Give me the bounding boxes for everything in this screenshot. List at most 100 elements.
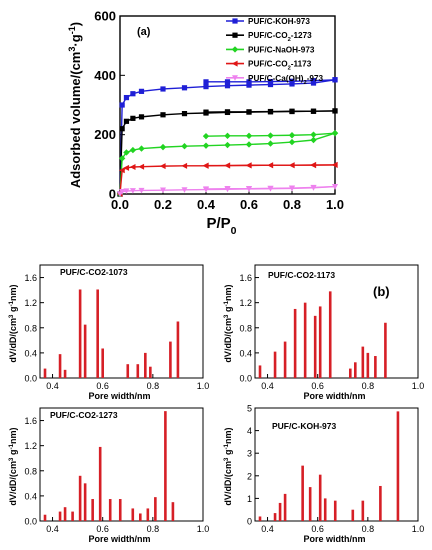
- x-tick-label: 0.6: [311, 524, 324, 534]
- data-point: [310, 136, 317, 144]
- bar: [273, 351, 277, 378]
- series-1: PUF/C-KOH-973: [117, 17, 338, 197]
- data-point: [224, 109, 231, 115]
- bar: [136, 364, 140, 378]
- data-point: [245, 141, 253, 148]
- data-point: [310, 78, 317, 84]
- data-point: [267, 81, 274, 88]
- bar: [318, 306, 322, 378]
- y-tick-label: 1.6: [24, 273, 37, 283]
- bar: [63, 369, 67, 378]
- data-point: [231, 46, 239, 53]
- data-point: [129, 146, 137, 154]
- y-tick-label: 0: [109, 187, 116, 202]
- bar: [91, 499, 94, 521]
- chart-title: PUF/C-KOH-973: [272, 421, 337, 431]
- data-point: [332, 108, 338, 114]
- x-tick-label: 1.0: [326, 197, 344, 212]
- bar: [154, 497, 157, 521]
- series-4: PUF/C-CO2-1173: [116, 60, 338, 197]
- x-tick-label: 1.0: [412, 524, 425, 534]
- bar: [98, 446, 102, 521]
- data-point: [224, 79, 231, 85]
- bar: [144, 352, 147, 378]
- y-tick-label: 1: [247, 494, 252, 504]
- bar: [278, 502, 282, 521]
- data-point: [159, 163, 166, 170]
- data-point: [310, 108, 317, 114]
- data-point: [118, 167, 125, 174]
- y-tick-label: 600: [94, 9, 116, 24]
- bar: [43, 514, 47, 521]
- y-tick-label: 0.8: [24, 466, 37, 476]
- data-point: [246, 186, 252, 192]
- data-point: [224, 162, 231, 169]
- x-tick-label: 0.8: [147, 381, 160, 391]
- data-point: [288, 162, 295, 169]
- y-tick-label: 0: [247, 517, 252, 527]
- data-point: [203, 84, 209, 90]
- bar: [58, 511, 62, 521]
- bar: [328, 291, 332, 378]
- data-point: [203, 109, 209, 115]
- pore-chart-2: 0.0 0.4 0.8 1.2 1.6 0.4 0.6 0.8 1.0 Pore width/nm…: [223, 264, 425, 401]
- bar: [83, 324, 87, 378]
- data-point: [160, 187, 166, 194]
- data-point: [138, 145, 145, 152]
- bar: [361, 500, 365, 521]
- bar: [351, 509, 355, 521]
- x-axis-label: P/P0: [206, 215, 236, 237]
- data-point: [130, 115, 136, 121]
- x-tick-label: 0.4: [261, 381, 274, 391]
- data-point: [267, 140, 274, 147]
- data-point: [224, 141, 231, 149]
- series-2: PUF/C-CO2-1273: [117, 31, 338, 197]
- y-tick-label: 0.0: [239, 374, 252, 384]
- y-axis-label: Adsorbed volume/(cm3·g-1): [67, 22, 83, 188]
- x-tick-label: 0.4: [46, 524, 59, 534]
- bar: [308, 487, 312, 521]
- bar: [108, 499, 112, 521]
- y-tick-label: 1.2: [239, 298, 252, 308]
- bar: [348, 368, 352, 378]
- chart-title: PUF/C-CO2-1073: [60, 267, 128, 277]
- chart-title: PUF/C-CO2-1173: [268, 270, 335, 280]
- data-point: [159, 143, 167, 151]
- bar: [361, 346, 365, 378]
- y-tick-label: 5: [247, 404, 252, 414]
- data-point: [181, 85, 188, 91]
- x-tick-label: 0.4: [261, 524, 274, 534]
- x-tick-label: 0.0: [111, 197, 129, 212]
- bar: [366, 352, 370, 378]
- bar: [303, 302, 307, 378]
- pore-chart-1: 0.0 0.4 0.8 1.2 1.6 0.4 0.6 0.8 1.0 Pore width/nm…: [8, 264, 209, 401]
- y-tick-label: 0.8: [239, 323, 252, 333]
- data-point: [123, 94, 130, 101]
- bar: [139, 513, 142, 521]
- y-tick-label: 1.2: [24, 441, 37, 451]
- x-tick-label: 0.8: [283, 197, 301, 212]
- bar: [384, 322, 387, 378]
- x-tick-label: 1.0: [412, 381, 425, 391]
- x-tick-label: 0.8: [147, 524, 160, 534]
- data-point: [310, 161, 317, 168]
- data-point: [181, 162, 188, 169]
- bar: [258, 365, 262, 378]
- data-point: [203, 79, 209, 85]
- data-point: [224, 83, 231, 89]
- data-point: [232, 32, 238, 38]
- data-point: [119, 102, 125, 108]
- y-axis-label: dV/dD/(cm3 g-1nm): [8, 427, 19, 505]
- x-tick-label: 1.0: [197, 524, 210, 534]
- bar: [379, 485, 382, 521]
- y-tick-label: 1.6: [239, 273, 252, 283]
- data-point: [181, 111, 188, 117]
- y-tick-label: 0.8: [24, 323, 37, 333]
- data-point: [202, 132, 210, 140]
- x-tick-label: 0.8: [362, 381, 375, 391]
- x-tick-label: 0.6: [311, 381, 324, 391]
- data-point: [310, 131, 317, 138]
- data-point: [203, 186, 209, 192]
- data-point: [202, 162, 209, 169]
- bar: [71, 511, 74, 521]
